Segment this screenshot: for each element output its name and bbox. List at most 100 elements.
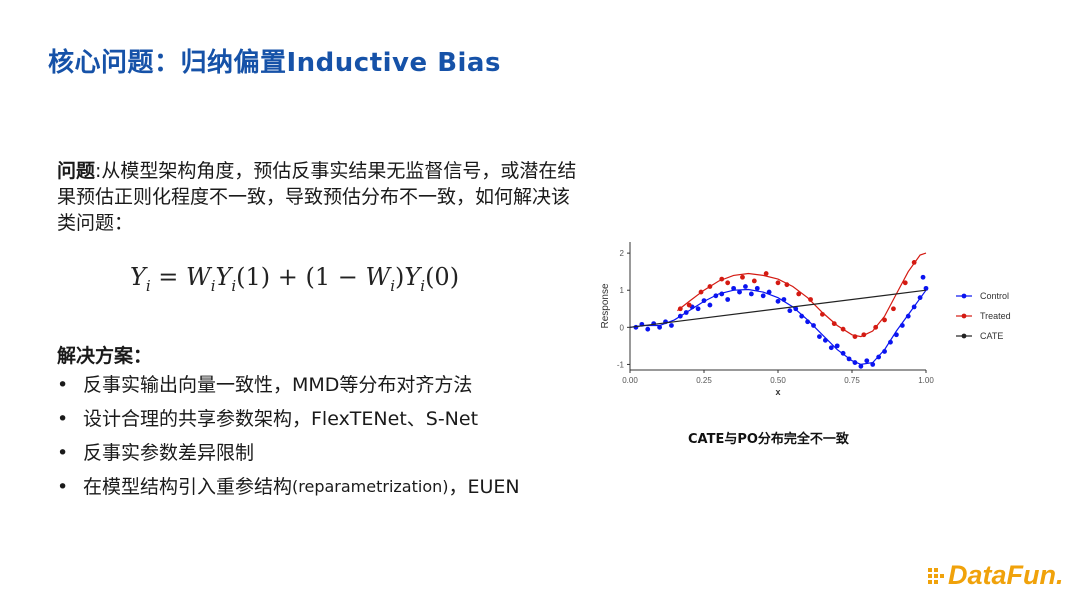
response-chart: 0.00 0.25 0.50 0.75 1.00 -1 0 1 2 x Response Contro… bbox=[600, 242, 1011, 397]
x-axis-label: x bbox=[775, 387, 780, 397]
treated-point bbox=[831, 321, 837, 327]
treated-point bbox=[677, 306, 683, 312]
formula: Yi = WiYi(1) + (1 − Wi)Yi(0) bbox=[130, 263, 459, 295]
control-point bbox=[911, 304, 917, 310]
formula-eq: = bbox=[150, 263, 187, 291]
control-point bbox=[645, 326, 651, 332]
control-point bbox=[760, 293, 766, 299]
control-point bbox=[695, 306, 701, 312]
control-point bbox=[683, 310, 689, 315]
control-point bbox=[799, 313, 805, 319]
control-point bbox=[828, 345, 834, 351]
control-point bbox=[864, 358, 870, 364]
list-item-text: 反事实参数差异限制 bbox=[83, 442, 255, 464]
control-point bbox=[920, 274, 926, 280]
formula-one: (1) bbox=[236, 263, 271, 291]
treated-point bbox=[820, 311, 825, 317]
list-item: • 在模型结构引入重参结构 (reparametrization) ，EUEN bbox=[57, 474, 520, 508]
legend-cate-label: CATE bbox=[980, 331, 1003, 341]
formula-y: Y bbox=[404, 263, 421, 291]
bullet-icon: • bbox=[57, 442, 69, 464]
logo-dots-icon bbox=[928, 567, 944, 584]
control-point bbox=[766, 289, 772, 295]
control-point bbox=[701, 298, 707, 304]
solution-title: 解决方案： bbox=[57, 345, 153, 367]
control-point bbox=[707, 302, 713, 308]
solution-list: • 反事实输出向量一致性，MMD等分布对齐方法 • 设计合理的共享参数架构，Flex… bbox=[57, 372, 520, 508]
control-point bbox=[894, 332, 899, 338]
formula-sub: i bbox=[231, 276, 237, 295]
treated-point bbox=[707, 284, 713, 289]
treated-point bbox=[911, 260, 917, 265]
control-point bbox=[754, 285, 760, 291]
control-point bbox=[781, 297, 787, 302]
bullet-icon: • bbox=[57, 476, 69, 498]
list-item-text: 设计合理的共享参数架构，FlexTENet、S-Net bbox=[83, 408, 479, 430]
control-point bbox=[876, 354, 882, 360]
treated-point bbox=[796, 291, 802, 297]
treated-point bbox=[808, 297, 813, 302]
cate-line bbox=[629, 289, 927, 328]
legend-control-label: Control bbox=[980, 291, 1009, 301]
legend-cate-marker bbox=[961, 333, 967, 339]
logo-text: DataFun. bbox=[948, 560, 1064, 590]
page-title: 核心问题：归纳偏置Inductive Bias bbox=[48, 48, 501, 78]
treated-point bbox=[873, 324, 879, 330]
treated-point bbox=[686, 302, 692, 308]
y-tick-label: -1 bbox=[617, 360, 625, 369]
treated-point bbox=[861, 332, 867, 338]
control-point bbox=[731, 285, 736, 291]
control-point bbox=[669, 323, 674, 328]
control-point bbox=[775, 298, 781, 304]
control-point bbox=[888, 339, 893, 345]
treated-point bbox=[882, 317, 887, 323]
treated-point bbox=[840, 326, 846, 332]
control-point bbox=[846, 356, 852, 362]
treated-point bbox=[891, 306, 896, 312]
treated-point bbox=[852, 334, 858, 340]
treated-point bbox=[775, 280, 781, 286]
formula-sub: i bbox=[210, 276, 216, 295]
list-item-text: 在模型结构引入重参结构 bbox=[83, 476, 293, 498]
control-point bbox=[793, 306, 799, 312]
control-point bbox=[917, 295, 923, 301]
list-item-text-small: (reparametrization) bbox=[292, 477, 449, 496]
formula-w: W bbox=[186, 263, 211, 291]
treated-point bbox=[763, 271, 769, 276]
y-tick-label: 0 bbox=[620, 323, 625, 332]
formula-plus: + (1 − bbox=[270, 263, 366, 291]
x-tick-label: 1.00 bbox=[918, 376, 934, 385]
y-axis-label: Response bbox=[600, 283, 611, 328]
control-point bbox=[923, 285, 929, 291]
list-item: • 反事实输出向量一致性，MMD等分布对齐方法 bbox=[57, 372, 520, 406]
control-point bbox=[805, 319, 810, 325]
control-point bbox=[725, 297, 731, 302]
control-point bbox=[713, 293, 719, 299]
datafun-logo: DataFun. bbox=[926, 560, 1064, 591]
formula-y: Y bbox=[130, 263, 146, 291]
list-item: • 反事实参数差异限制 bbox=[57, 440, 520, 474]
formula-sub: i bbox=[145, 276, 151, 295]
treated-point bbox=[784, 282, 790, 288]
control-point bbox=[899, 323, 905, 328]
problem-text: :从模型架构角度，预估反事实结果无监督信号，或潜在结果预估正则化程度不一致，导致… bbox=[57, 160, 577, 234]
control-point bbox=[743, 284, 748, 289]
list-item: • 设计合理的共享参数架构，FlexTENet、S-Net bbox=[57, 406, 520, 440]
formula-sub: i bbox=[420, 276, 426, 295]
treated-point bbox=[698, 289, 704, 295]
treated-point bbox=[902, 280, 908, 286]
control-point bbox=[840, 350, 846, 356]
list-item-text-tail: ，EUEN bbox=[448, 476, 520, 498]
y-tick-label: 2 bbox=[620, 249, 625, 258]
legend-treated-label: Treated bbox=[980, 311, 1011, 321]
treated-point bbox=[751, 278, 757, 284]
x-tick-label: 0.00 bbox=[622, 376, 638, 385]
x-tick-label: 0.25 bbox=[696, 376, 712, 385]
x-tick-label: 0.75 bbox=[844, 376, 860, 385]
list-item-text: 反事实输出向量一致性，MMD等分布对齐方法 bbox=[83, 374, 473, 396]
formula-w: W bbox=[365, 263, 391, 291]
control-point bbox=[858, 363, 864, 369]
problem-paragraph: 问题:从模型架构角度，预估反事实结果无监督信号，或潜在结果预估正则化程度不一致，… bbox=[57, 158, 577, 236]
control-point bbox=[748, 291, 754, 297]
